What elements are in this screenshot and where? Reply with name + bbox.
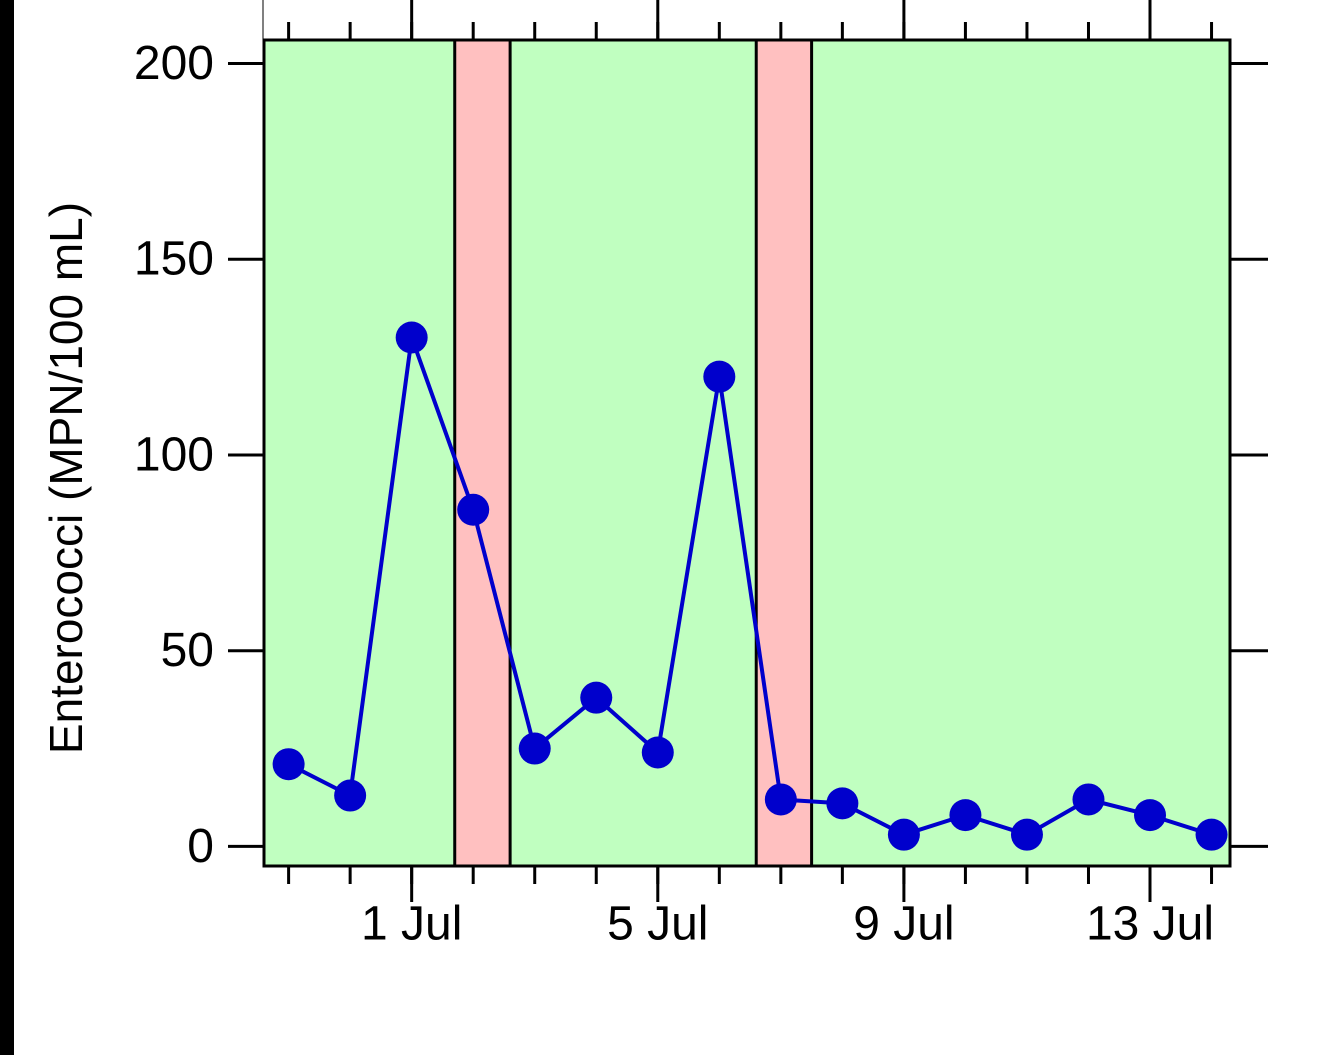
shaded-period-1: [264, 40, 455, 866]
data-point-5: [518, 732, 551, 765]
axes-layer: 0 50 100 150 200 1 Jul 5 Jul 9 Jul 13 Jul: [134, 0, 1268, 951]
data-point-13: [1010, 818, 1043, 851]
shaded-period-4: [756, 40, 812, 866]
x-tick-label-4: 13 Jul: [1086, 898, 1214, 951]
plot-frame: [262, 38, 1232, 868]
shaded-period-2: [454, 40, 511, 866]
y-tick-label-200: 200: [134, 37, 214, 90]
data-point-15: [1134, 799, 1167, 832]
shaded-period-5: [811, 40, 1230, 866]
data-point-1: [272, 748, 305, 781]
data-point-6: [580, 681, 613, 714]
data-point-14: [1072, 783, 1105, 816]
x-tick-label-1: 1 Jul: [361, 898, 462, 951]
data-point-3: [395, 321, 428, 354]
data-point-9: [764, 783, 797, 816]
data-point-2: [334, 779, 367, 812]
data-point-16: [1195, 818, 1228, 851]
shaded-periods: [264, 40, 1230, 866]
x-tick-label-3: 9 Jul: [853, 898, 954, 951]
data-point-10: [826, 787, 859, 820]
data-point-8: [703, 360, 736, 393]
y-axis-label: Enterococci (MPN/100 mL): [40, 202, 92, 754]
data-point-4: [457, 493, 490, 526]
y-tick-label-50: 50: [161, 624, 214, 677]
data-point-7: [641, 736, 674, 769]
y-tick-label-100: 100: [134, 428, 214, 481]
series-line-1: [287, 335, 1213, 837]
y-tick-label-150: 150: [134, 233, 214, 286]
data-point-11: [887, 818, 920, 851]
series-layer: [272, 321, 1228, 851]
x-tick-label-2: 5 Jul: [607, 898, 708, 951]
data-point-12: [949, 799, 982, 832]
y-tick-label-0: 0: [187, 820, 214, 873]
